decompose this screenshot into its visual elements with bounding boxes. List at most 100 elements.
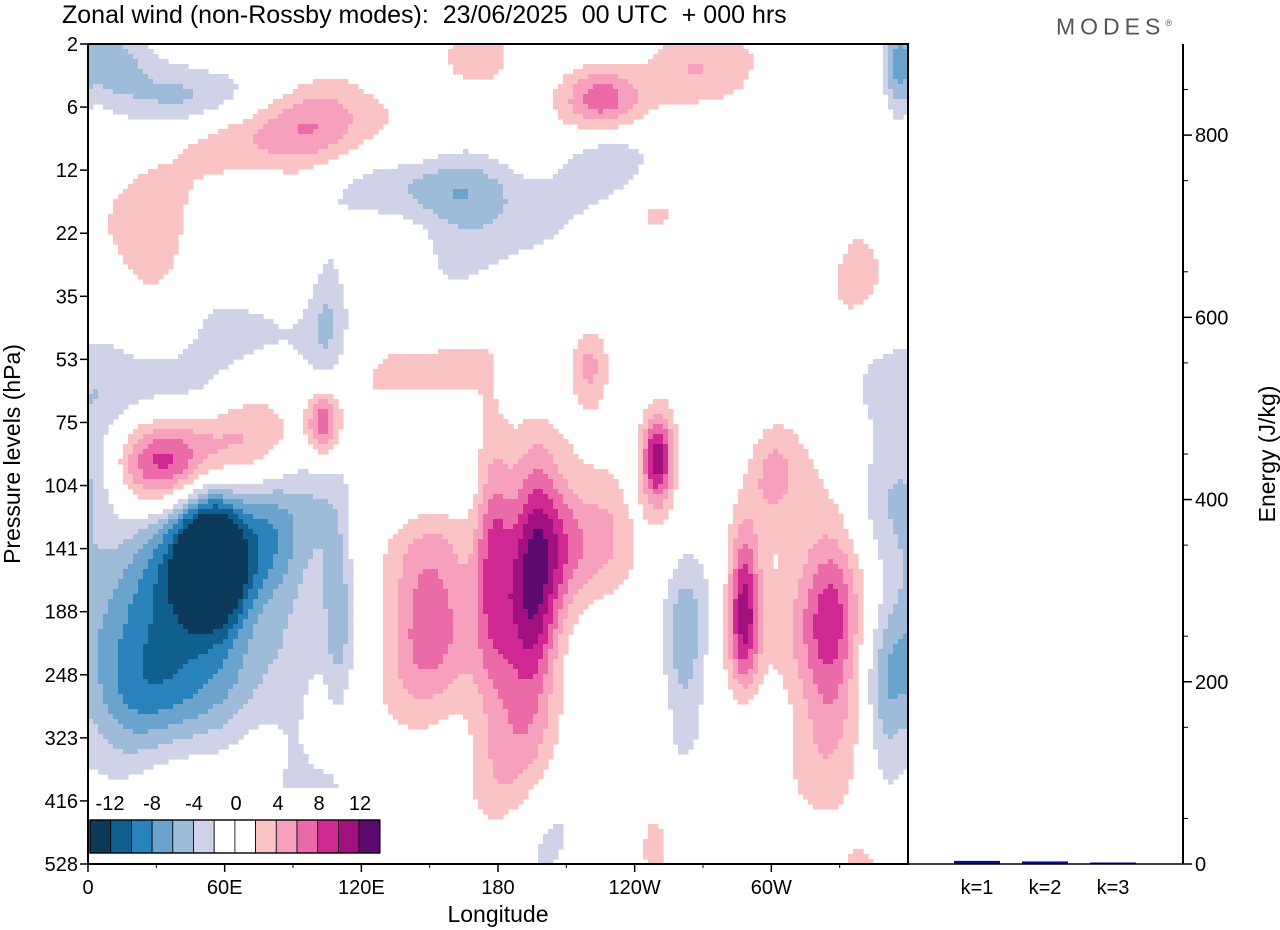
wind-cell [893,484,909,490]
wind-cell [403,564,479,570]
wind-cell [163,554,174,560]
wind-cell [478,539,489,545]
wind-cell [223,724,259,730]
wind-cell [788,474,819,480]
wind-cell [733,594,739,600]
wind-cell [538,609,549,615]
energy-bar [1022,861,1068,864]
wind-cell [298,124,319,130]
wind-cell [478,514,484,520]
wind-cell [568,534,584,540]
wind-cell [788,489,829,495]
wind-cell [818,684,839,690]
wind-cell [478,504,489,510]
wind-cell [333,309,349,315]
wind-cell [153,589,169,595]
wind-cell [313,394,334,400]
wind-cell [788,694,804,700]
wind-cell [198,464,224,470]
wind-cell [398,584,419,590]
wind-cell [553,824,564,830]
wind-cell [853,589,864,595]
y-tick-label: 35 [56,286,78,308]
wind-cell [168,519,179,525]
wind-cell [568,544,584,550]
wind-cell [528,614,534,620]
wind-cell [628,109,649,115]
wind-cell [293,519,339,525]
wind-cell [558,614,569,620]
wind-cell [503,494,519,500]
wind-cell [888,679,909,685]
wind-cell [88,649,99,655]
wind-cell [553,524,564,530]
wind-cell [548,544,559,550]
wind-cell [578,344,604,350]
wind-cell [568,584,584,590]
wind-cell [668,489,674,495]
wind-cell [258,544,279,550]
wind-cell [203,324,279,330]
wind-cell [573,384,604,390]
wind-cell [808,654,819,660]
wind-cell [663,599,679,605]
wind-cell [373,374,494,380]
wind-cell [513,729,529,735]
wind-cell [873,714,879,720]
wind-cell [118,669,144,675]
wind-cell [93,399,139,405]
wind-cell [283,784,339,790]
wind-cell [553,689,564,695]
wind-cell [98,669,119,675]
wind-cell [883,599,899,605]
wind-cell [423,534,444,540]
wind-cell [698,599,709,605]
wind-cell [178,519,184,525]
wind-cell [478,549,489,555]
wind-cell [208,499,224,505]
wind-cell [488,499,529,505]
wind-cell [808,594,819,600]
wind-cell [258,569,269,575]
wind-cell [793,624,804,630]
wind-cell [433,244,534,250]
wind-cell [203,684,234,690]
wind-cell [673,484,679,490]
wind-cell [198,499,209,505]
wind-cell [288,759,309,765]
wind-cell [873,454,909,460]
wind-cell [548,449,574,455]
wind-cell [543,684,554,690]
wind-cell [493,639,524,645]
wind-cell [483,594,509,600]
wind-cell [703,64,754,70]
wind-cell [508,464,514,470]
wind-cell [178,499,189,505]
wind-cell [728,549,734,555]
wind-cell [573,359,584,365]
wind-cell [493,494,504,500]
wind-cell [663,614,674,620]
wind-cell [573,109,599,115]
wind-cell [348,614,354,620]
wind-cell [93,499,109,505]
wind-cell [523,569,549,575]
wind-cell [88,74,149,80]
wind-cell [888,694,899,700]
wind-cell [733,674,754,680]
wind-cell [153,619,179,625]
wind-cell [113,589,139,595]
wind-cell [778,564,804,570]
wind-cell [228,444,274,450]
wind-cell [873,419,909,425]
wind-cell [543,654,549,660]
wind-cell [438,569,479,575]
wind-cell [618,104,634,110]
wind-cell [673,629,699,635]
wind-cell [753,594,759,600]
wind-cell [573,509,609,515]
wind-cell [733,539,759,545]
wind-cell [873,424,909,430]
wind-cell [848,859,874,865]
wind-cell [513,584,524,590]
